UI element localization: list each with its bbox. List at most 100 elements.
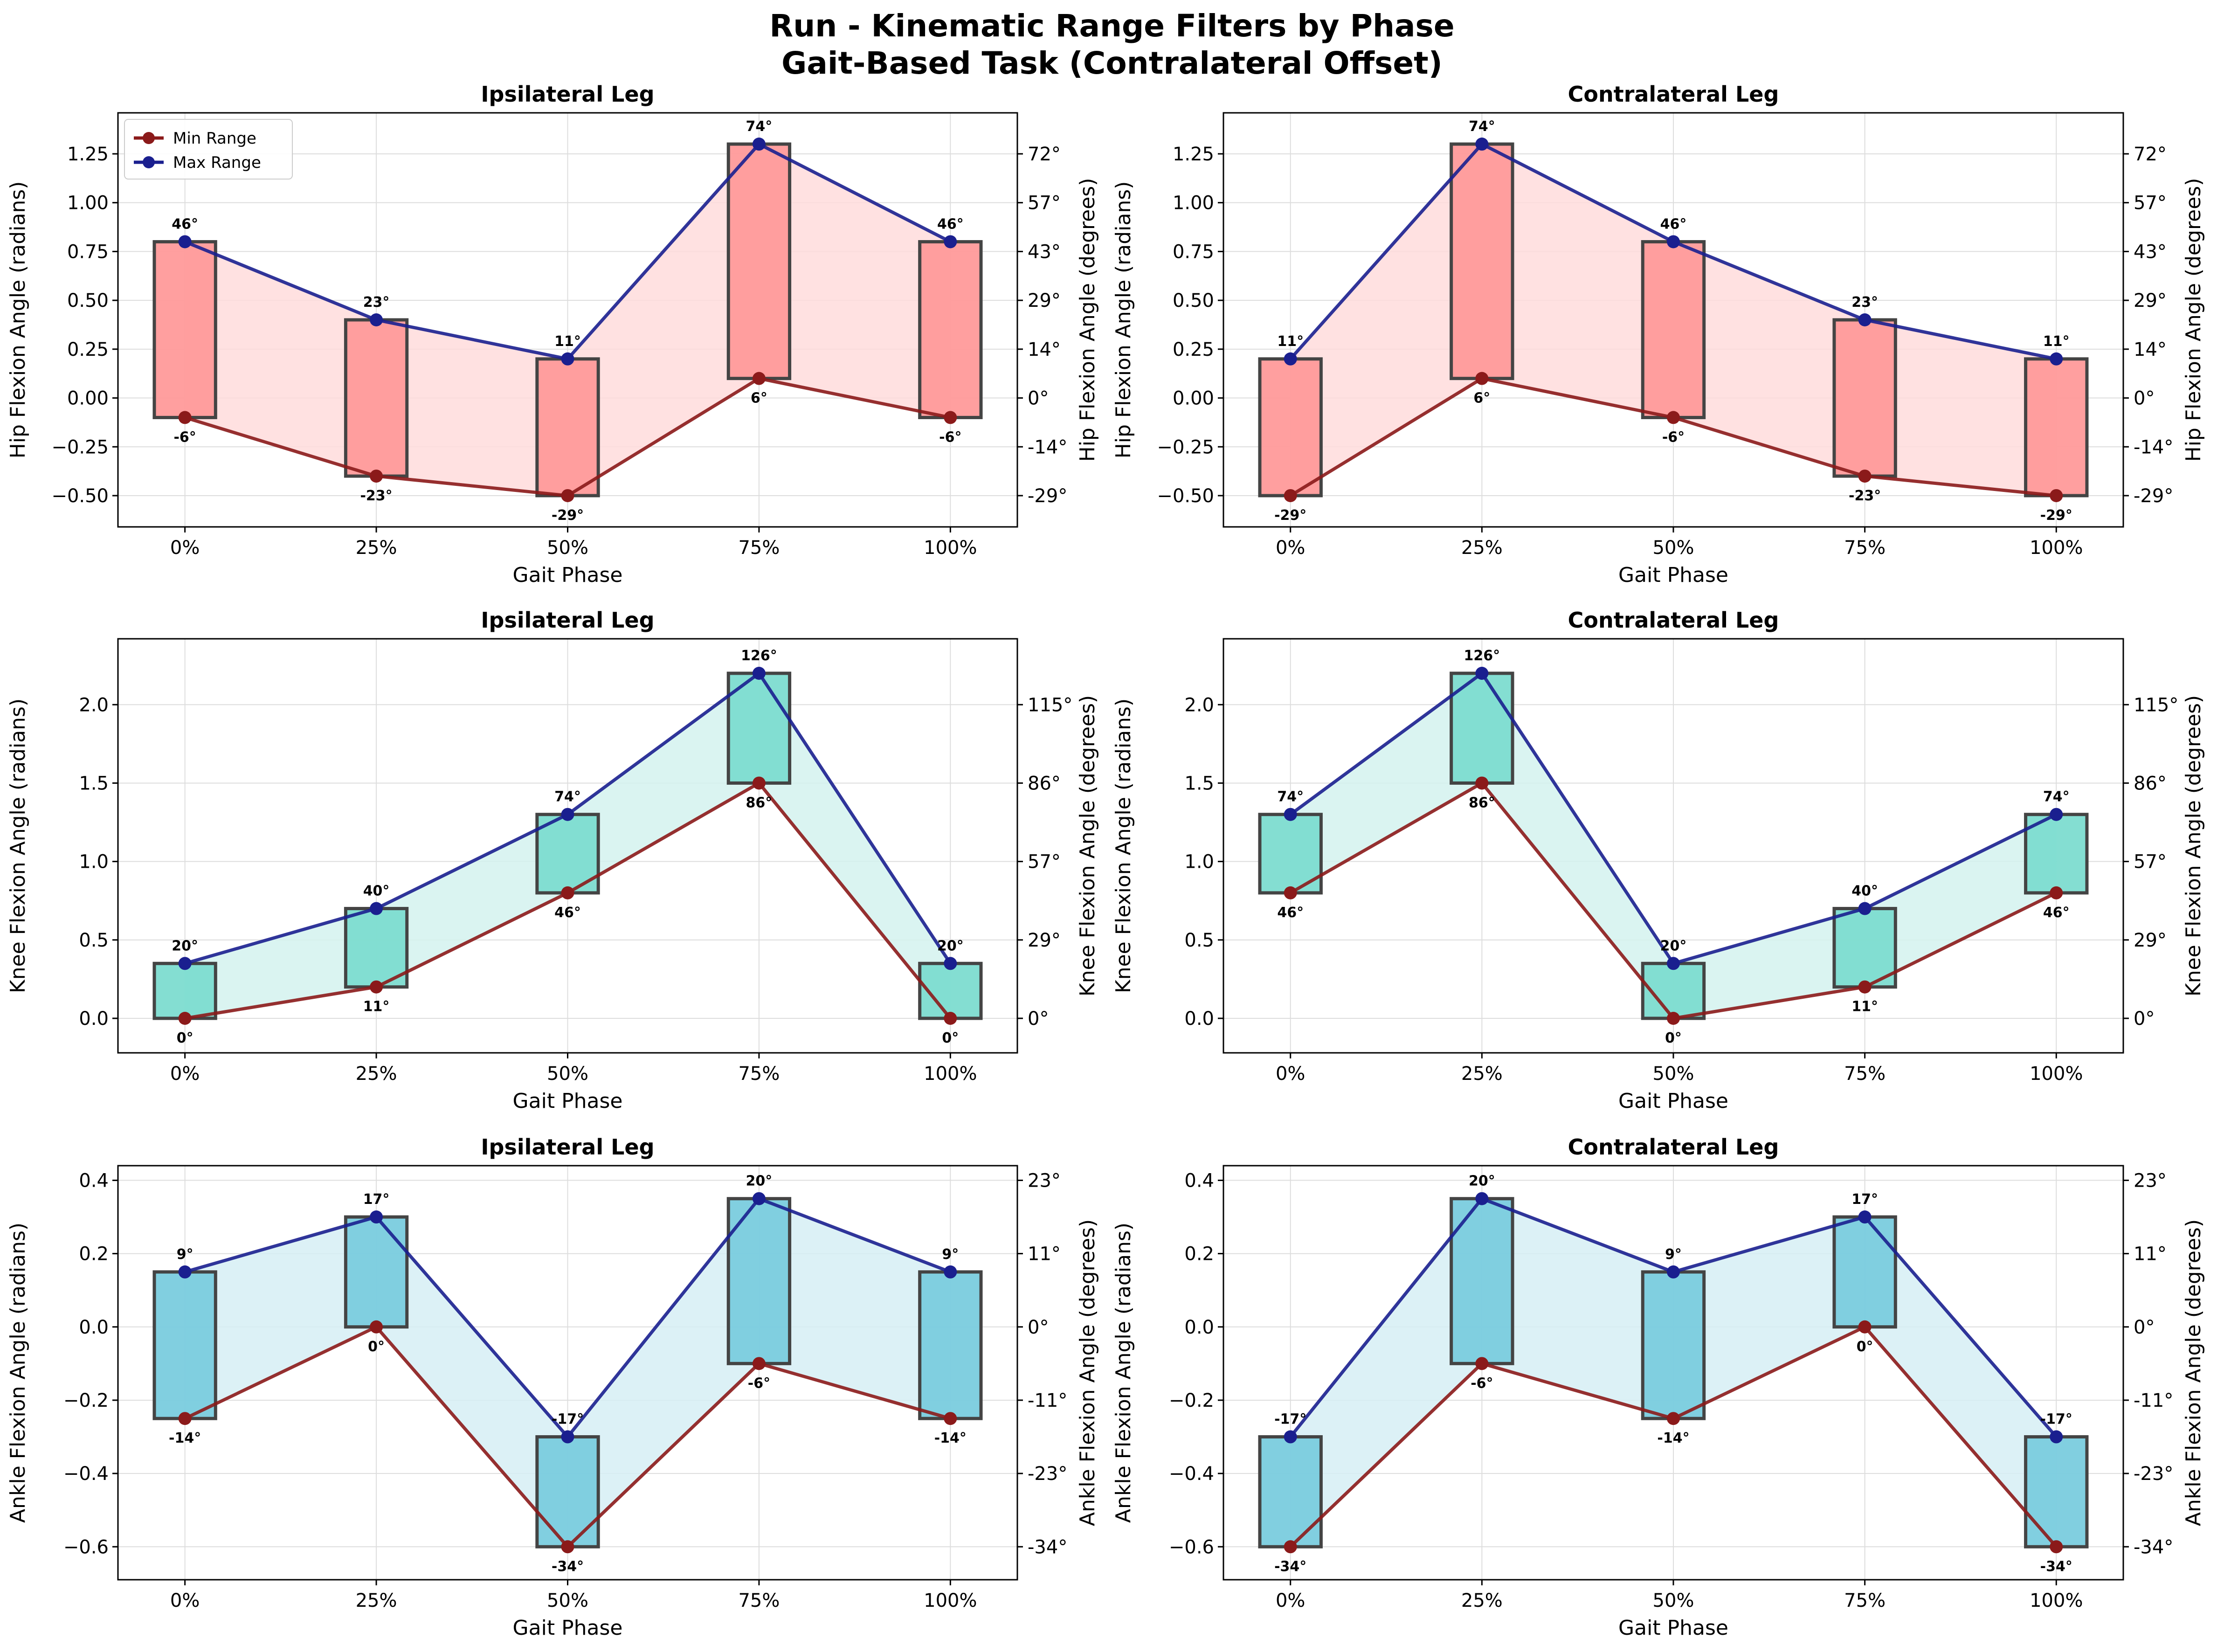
min-data-label: -14°	[169, 1430, 201, 1446]
min-range-point	[752, 776, 766, 790]
range-box	[152, 240, 217, 419]
min-range-point	[752, 1357, 766, 1370]
min-range-point	[178, 1412, 192, 1425]
min-range-point	[561, 489, 574, 502]
y-tick-label: 0.50	[67, 290, 109, 311]
range-box	[1450, 142, 1514, 380]
y-axis-label-right: Hip Flexion Angle (degrees)	[2182, 178, 2205, 462]
min-data-label: 0°	[942, 1030, 959, 1046]
min-range-point	[752, 372, 766, 385]
y-axis-label: Ankle Flexion Angle (radians)	[6, 1223, 30, 1523]
range-box	[918, 240, 983, 419]
min-range-point	[1475, 372, 1489, 385]
max-range-point	[944, 235, 957, 249]
max-range-point	[944, 1265, 957, 1279]
y-tick-label: 0.4	[79, 1170, 109, 1191]
y-tick-label: −0.6	[63, 1536, 109, 1558]
x-tick-label: 50%	[547, 1063, 588, 1085]
panel-title: Ipsilateral Leg	[481, 82, 654, 107]
x-tick-label: 0%	[170, 537, 200, 559]
y-right-tick-label: 57°	[2134, 193, 2167, 214]
y-tick-label: −0.25	[1157, 436, 1214, 458]
y-tick-label: 0.25	[67, 339, 109, 360]
chart-panel-hip-contralateral: 11° -29° 74° 6° 46° -6° 23° -23° 11° -29° −0.50 -29…	[1112, 82, 2205, 587]
max-data-label: 20°	[746, 1173, 773, 1189]
y-tick-label: 0.4	[1184, 1170, 1214, 1191]
max-range-point	[752, 667, 766, 680]
panel-title: Contralateral Leg	[1568, 1134, 1779, 1160]
max-range-point	[2050, 352, 2063, 366]
y-tick-label: −0.4	[1169, 1463, 1214, 1485]
max-range-point	[752, 138, 766, 151]
y-right-tick-label: 23°	[2134, 1170, 2167, 1191]
panel-title: Ipsilateral Leg	[481, 1134, 654, 1160]
y-tick-label: 0.75	[1173, 241, 1214, 263]
min-range-point	[2050, 489, 2063, 502]
max-data-label: 40°	[1851, 883, 1878, 899]
panel-title: Contralateral Leg	[1568, 608, 1779, 633]
x-tick-label: 25%	[1461, 1063, 1503, 1085]
y-axis-label-right: Ankle Flexion Angle (degrees)	[2182, 1219, 2205, 1526]
y-tick-label: 0.00	[1173, 388, 1214, 409]
max-range-point	[1284, 352, 1297, 366]
min-range-point	[1475, 776, 1489, 790]
x-axis-label: Gait Phase	[513, 1616, 623, 1640]
y-right-tick-label: 11°	[2134, 1244, 2167, 1265]
min-range-point	[944, 411, 957, 424]
y-right-tick-label: 0°	[1028, 1008, 1049, 1030]
x-tick-label: 75%	[738, 1590, 780, 1611]
min-data-label: 11°	[363, 999, 390, 1015]
range-box	[1832, 907, 1897, 989]
max-range-point	[561, 808, 574, 821]
max-data-label: 20°	[172, 938, 198, 954]
y-right-tick-label: 29°	[2134, 930, 2167, 951]
y-right-tick-label: -11°	[2134, 1390, 2173, 1411]
y-right-tick-label: 86°	[1028, 773, 1061, 794]
y-right-tick-label: 29°	[1028, 930, 1061, 951]
min-range-point	[1858, 980, 1872, 994]
y-tick-label: 0.00	[67, 388, 109, 409]
min-data-label: 46°	[2043, 905, 2070, 921]
max-data-label: 126°	[741, 648, 777, 664]
x-tick-label: 50%	[1653, 1063, 1694, 1085]
max-range-point	[1284, 808, 1297, 821]
y-tick-label: 1.00	[1173, 193, 1214, 214]
min-range-point	[178, 1012, 192, 1025]
min-range-point	[561, 1540, 574, 1554]
y-right-tick-label: 72°	[2134, 144, 2167, 165]
range-box	[1258, 1435, 1323, 1548]
y-tick-label: 0.0	[79, 1008, 109, 1030]
min-range-point	[1284, 489, 1297, 502]
min-data-label: -6°	[1471, 1375, 1493, 1391]
min-range-point	[1667, 1412, 1680, 1425]
min-data-label: 0°	[1857, 1339, 1873, 1355]
y-tick-label: −0.25	[51, 436, 109, 458]
min-data-label: 0°	[368, 1339, 385, 1355]
x-tick-label: 25%	[1461, 1590, 1503, 1611]
max-range-point	[1667, 235, 1680, 249]
figure-title: Run - Kinematic Range Filters by Phase	[769, 8, 1454, 44]
max-data-label: 46°	[172, 216, 198, 232]
y-tick-label: 0.25	[1173, 339, 1214, 360]
y-right-tick-label: -14°	[1028, 436, 1067, 458]
x-axis-label: Gait Phase	[513, 563, 623, 587]
max-range-point	[178, 235, 192, 249]
min-data-label: 6°	[751, 390, 767, 407]
min-range-point	[1284, 1540, 1297, 1554]
chart-panel-knee-ipsilateral: 20° 0° 40° 11° 74° 46° 126° 86° 20° 0° 0.0 0° 0.5 29°…	[6, 608, 1099, 1113]
min-data-label: 46°	[1277, 905, 1304, 921]
max-range-point	[561, 352, 574, 366]
max-data-label: -17°	[2040, 1411, 2072, 1428]
max-range-point	[1667, 1265, 1680, 1279]
max-range-point	[1284, 1430, 1297, 1444]
max-range-point	[178, 1265, 192, 1279]
y-right-tick-label: 0°	[2134, 1008, 2155, 1030]
x-tick-label: 50%	[547, 1590, 588, 1611]
y-tick-label: 0.0	[1184, 1317, 1214, 1338]
max-data-label: 20°	[1469, 1173, 1495, 1189]
range-box	[344, 318, 409, 478]
max-data-label: 46°	[1660, 216, 1687, 232]
max-range-point	[1475, 1192, 1489, 1205]
x-tick-label: 25%	[356, 537, 397, 559]
range-box	[1641, 1270, 1706, 1420]
